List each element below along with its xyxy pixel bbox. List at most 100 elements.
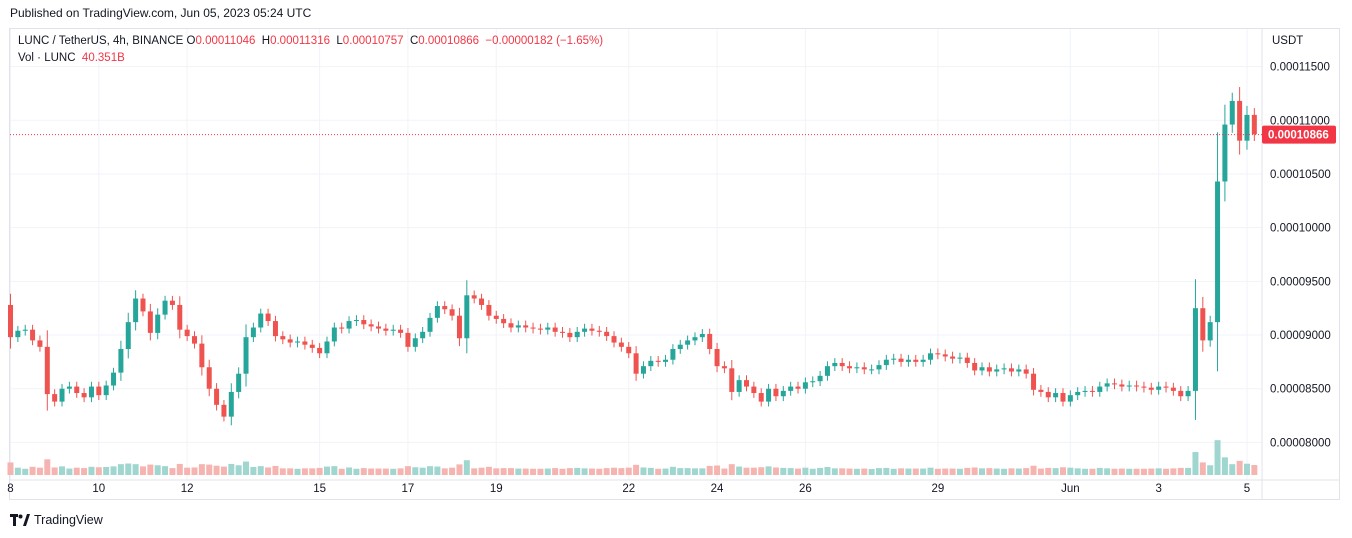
candle-body: [545, 327, 551, 330]
volume-bar: [1229, 464, 1236, 475]
candle-body: [8, 304, 13, 338]
high-label: H: [261, 35, 271, 47]
candle-body: [111, 372, 117, 386]
volume-bar: [176, 463, 183, 475]
open-value: 0.00011046: [195, 35, 256, 47]
candle-body: [59, 388, 65, 402]
candle-body: [1008, 368, 1014, 372]
candle-body: [456, 315, 462, 339]
volume-bar: [699, 468, 706, 475]
candle-body: [250, 327, 256, 338]
candle-body: [309, 344, 315, 348]
candle-body: [236, 373, 242, 392]
candle-body: [324, 341, 330, 354]
current-price-label: 0.00010866: [1268, 130, 1329, 142]
candle-body: [699, 333, 705, 338]
volume-bars: [7, 440, 1258, 475]
volume-bar: [669, 466, 676, 475]
volume-bar: [257, 466, 264, 475]
volume-bar: [154, 465, 161, 475]
candle-body: [383, 328, 389, 331]
candle-body: [817, 375, 823, 382]
volume-bar: [758, 467, 765, 475]
volume-bar: [1148, 468, 1155, 475]
volume-bar: [36, 467, 43, 475]
change-value: −0.00000182 (−1.65%): [485, 35, 604, 47]
volume-bar: [360, 468, 367, 475]
volume-bar: [677, 468, 684, 475]
candle-body: [405, 332, 411, 347]
volume-bar: [1082, 468, 1089, 475]
volume-value: 40.351B: [81, 52, 125, 64]
volume-bar: [220, 466, 227, 475]
candle-body: [942, 354, 948, 357]
volume-bar: [1140, 468, 1147, 475]
volume-bar: [765, 466, 772, 475]
volume-bar: [449, 467, 456, 475]
volume-bar: [588, 468, 595, 475]
candle-body: [1141, 386, 1147, 388]
candle-body: [162, 300, 168, 315]
time-axis: 8 10 12 15 17 19 22 24 26 29 Jun 3 5: [7, 483, 1250, 495]
candle-body: [44, 346, 50, 395]
volume-bar: [890, 468, 897, 475]
volume-bar: [986, 468, 993, 475]
volume-bar: [316, 467, 323, 475]
candle-body: [243, 337, 249, 374]
candle-body: [1112, 383, 1117, 385]
candle-body: [1170, 387, 1176, 391]
candle-body: [1089, 390, 1095, 392]
volume-bar: [942, 468, 949, 475]
close-label: C: [409, 35, 419, 47]
candle-body: [633, 353, 639, 374]
y-tick-label: 0.00008000: [1270, 437, 1331, 449]
candle-body: [1119, 384, 1125, 387]
volume-bar: [331, 466, 338, 475]
volume-bar: [95, 467, 102, 475]
volume-bar: [500, 468, 507, 475]
candle-body: [265, 313, 271, 322]
symbol-label: LUNC / TetherUS, 4h, BINANCE: [18, 35, 184, 47]
candle-body: [471, 295, 477, 299]
volume-bar: [272, 465, 279, 475]
volume-bar: [1163, 468, 1170, 475]
candle-body: [434, 306, 440, 318]
candle-body: [15, 330, 21, 338]
candle-body: [560, 331, 565, 333]
volume-bar: [1214, 440, 1221, 475]
volume-bar: [728, 464, 735, 475]
volume-bar: [235, 465, 242, 475]
low-value: 0.00010757: [342, 35, 404, 47]
volume-bar: [912, 468, 919, 475]
candle-body: [331, 327, 337, 342]
volume-bar: [839, 468, 846, 475]
candle-body: [508, 323, 514, 328]
x-tick-label: 29: [931, 483, 944, 495]
volume-bar: [44, 459, 51, 475]
volume-bar: [184, 467, 191, 475]
volume-bar: [515, 468, 522, 475]
candle-body: [74, 386, 80, 394]
candle-body: [707, 333, 713, 349]
volume-legend: Vol · LUNC 40.351B: [18, 52, 125, 64]
volume-bar: [250, 467, 257, 475]
candle-body: [758, 393, 764, 402]
candle-body: [530, 327, 536, 329]
candle-body: [611, 336, 617, 343]
volume-bar: [1037, 468, 1044, 475]
candle-body: [574, 331, 580, 338]
candle-body: [1016, 369, 1022, 372]
candle-body: [1229, 100, 1235, 125]
candle-body: [353, 320, 359, 322]
candle-body: [935, 353, 941, 355]
volume-bar: [1001, 468, 1008, 475]
x-tick-label: 22: [622, 483, 635, 495]
volume-bar: [522, 468, 529, 475]
candle-body: [1178, 390, 1184, 397]
candle-body: [317, 347, 323, 354]
volume-bar: [971, 467, 978, 475]
candle-body: [1126, 385, 1132, 387]
volume-bar: [493, 468, 500, 475]
tradingview-branding[interactable]: TradingView: [10, 513, 103, 527]
